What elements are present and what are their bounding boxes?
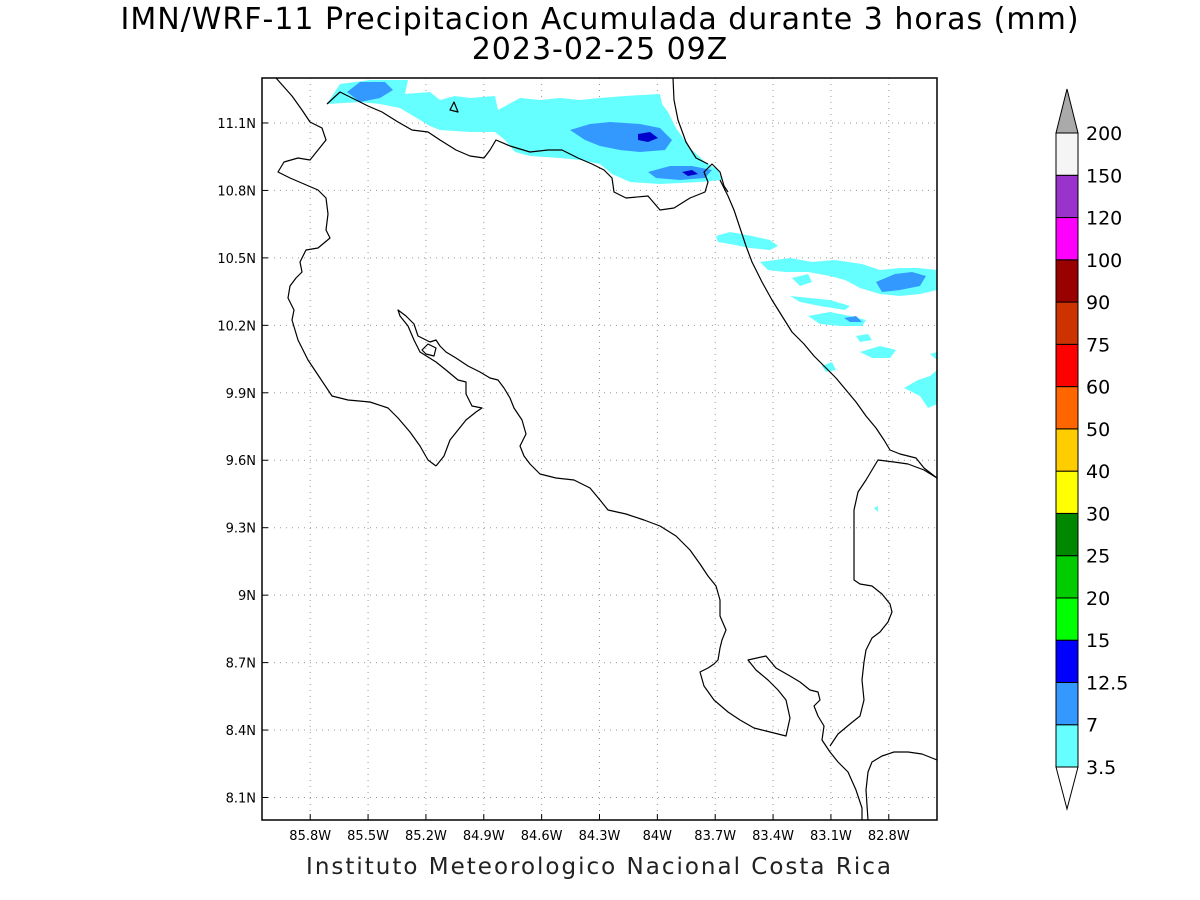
legend-label: 90: [1086, 292, 1110, 314]
legend-swatch: [1055, 639, 1079, 683]
map-footer: Instituto Meteorologico Nacional Costa R…: [306, 854, 893, 880]
lat-tick-label: 9N: [238, 589, 256, 604]
legend-swatch: [1055, 217, 1079, 261]
lon-tick-label: 84.6W: [521, 829, 563, 844]
precip-area-caribbean-9: [904, 370, 937, 408]
legend-swatch: [1055, 512, 1079, 557]
color-legend: 200 150 120 100 90 75 60 50 40 30 25 20 15 12.5 7 3.5: [1055, 88, 1128, 811]
legend-swatch: [1055, 555, 1079, 599]
isla-small: [449, 101, 459, 113]
lat-tick-label: 10.8N: [217, 184, 256, 199]
lake-nicaragua-east-shore: [672, 78, 709, 165]
legend-label: 120: [1086, 208, 1122, 230]
lon-tick-label: 83.1W: [810, 829, 852, 844]
legend-label: 3.5: [1086, 757, 1116, 779]
precip-area-caribbean-11: [874, 506, 878, 512]
small-island-nicoya: [421, 343, 437, 357]
precip-area-moderate-2: [570, 122, 672, 152]
precip-area-heavy-2: [682, 170, 698, 176]
legend-label: 7: [1086, 715, 1098, 737]
legend-swatch: [1055, 724, 1079, 768]
precip-area-caribbean-6: [856, 334, 872, 342]
lat-tick-label: 10.5N: [217, 252, 256, 267]
legend-swatch: [1055, 597, 1079, 641]
lon-tick-label: 83.7W: [694, 829, 736, 844]
legend-swatch: [1055, 132, 1079, 176]
legend-label: 75: [1086, 334, 1110, 356]
legend-swatch: [1055, 681, 1079, 726]
lon-tick-label: 85.5W: [347, 829, 389, 844]
legend-label: 50: [1086, 419, 1110, 441]
map-subtitle: 2023-02-25 09Z: [471, 32, 729, 67]
lat-tick-label: 11.1N: [217, 117, 256, 132]
legend-label: 25: [1086, 546, 1110, 568]
legend-swatch: [1055, 301, 1079, 345]
legend-label: 60: [1086, 377, 1110, 399]
map-title: IMN/WRF-11 Precipitacion Acumulada duran…: [120, 2, 1080, 37]
legend-label: 30: [1086, 503, 1110, 525]
lon-tick-label: 85.2W: [405, 829, 447, 844]
lon-tick-label: 82.8W: [868, 829, 910, 844]
panama-border: [829, 459, 937, 747]
lon-tick-label: 84.9W: [463, 829, 505, 844]
caribbean-coastline: [719, 179, 937, 479]
legend-swatch: [1055, 386, 1079, 430]
legend-label: 15: [1086, 630, 1110, 652]
precip-area-caribbean-5: [808, 312, 866, 326]
nicaragua-costa-rica-border: [326, 91, 729, 211]
lat-tick-label: 8.7N: [226, 657, 256, 672]
longitude-tick-labels: 85.8W 85.5W 85.2W 84.9W 84.6W 84.3W 84W 83.7W 83…: [289, 814, 910, 844]
precip-area-moderate-1: [347, 82, 393, 102]
legend-label: 20: [1086, 588, 1110, 610]
precip-area-caribbean-3: [792, 274, 812, 286]
precip-area-caribbean-1: [716, 232, 778, 250]
precip-area-caribbean-4: [790, 296, 850, 310]
legend-label: 150: [1086, 165, 1122, 187]
lon-tick-label: 84.3W: [579, 829, 621, 844]
lat-tick-label: 8.1N: [226, 792, 256, 807]
lat-tick-label: 9.9N: [226, 387, 256, 402]
precip-area-caribbean-8: [822, 362, 836, 372]
lon-tick-label: 83.4W: [752, 829, 794, 844]
lat-tick-label: 8.4N: [226, 724, 256, 739]
legend-arrow-bottom: [1055, 766, 1079, 811]
precip-area-north-coast: [327, 80, 722, 184]
legend-label: 200: [1086, 123, 1122, 145]
legend-swatch: [1055, 259, 1079, 303]
latitude-tick-labels: 11.1N 10.8N 10.5N 10.2N 9.9N 9.6N 9.3N 9N 8.7N 8.…: [217, 117, 268, 807]
lon-tick-label: 84W: [643, 829, 673, 844]
lon-tick-label: 85.8W: [289, 829, 331, 844]
precip-area-moderate-5: [844, 316, 862, 322]
precip-area-heavy-1: [638, 132, 658, 142]
precip-area-moderate-4: [876, 272, 926, 292]
panama-pacific-coast: [865, 751, 937, 820]
precip-area-moderate-3: [648, 166, 712, 180]
coastlines-and-borders: [275, 78, 937, 820]
legend-swatch: [1055, 470, 1079, 514]
precipitation-field: [327, 80, 937, 512]
precip-area-caribbean-10: [930, 352, 937, 360]
precip-area-caribbean-7: [860, 346, 896, 358]
graticule: [262, 78, 937, 820]
legend-arrow-top: [1055, 88, 1079, 134]
gulf-of-nicoya-coast: [397, 309, 863, 820]
legend-swatch: [1055, 343, 1079, 388]
legend-label: 100: [1086, 250, 1122, 272]
legend-label: 40: [1086, 461, 1110, 483]
lat-tick-label: 9.3N: [226, 522, 256, 537]
lat-tick-label: 10.2N: [217, 319, 256, 334]
legend-swatch: [1055, 428, 1079, 472]
lake-nicaragua-shore: [275, 78, 437, 467]
legend-swatch: [1055, 174, 1079, 219]
legend-label: 12.5: [1086, 672, 1128, 694]
lat-tick-label: 9.6N: [226, 454, 256, 469]
